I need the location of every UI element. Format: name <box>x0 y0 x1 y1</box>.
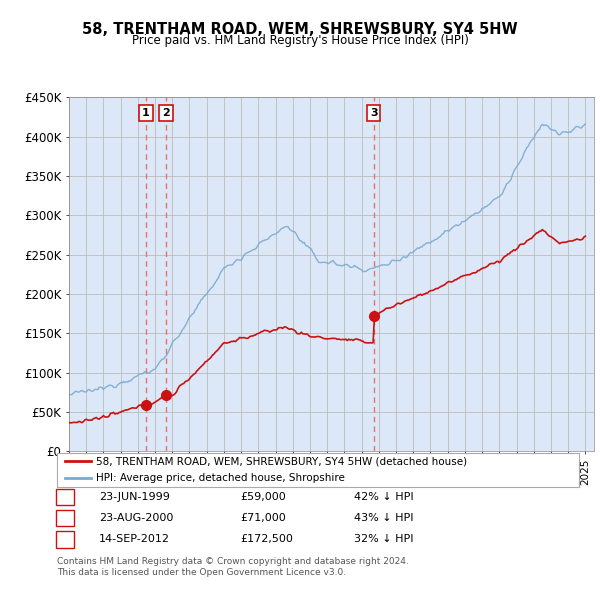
Text: £71,000: £71,000 <box>240 513 286 523</box>
Text: Price paid vs. HM Land Registry's House Price Index (HPI): Price paid vs. HM Land Registry's House … <box>131 34 469 47</box>
Text: 3: 3 <box>370 108 377 118</box>
Text: HPI: Average price, detached house, Shropshire: HPI: Average price, detached house, Shro… <box>96 473 345 483</box>
Text: 43% ↓ HPI: 43% ↓ HPI <box>354 513 413 523</box>
Text: £172,500: £172,500 <box>240 535 293 544</box>
Text: 23-AUG-2000: 23-AUG-2000 <box>99 513 173 523</box>
Text: £59,000: £59,000 <box>240 492 286 502</box>
Text: 58, TRENTHAM ROAD, WEM, SHREWSBURY, SY4 5HW: 58, TRENTHAM ROAD, WEM, SHREWSBURY, SY4 … <box>82 22 518 37</box>
Text: 14-SEP-2012: 14-SEP-2012 <box>99 535 170 544</box>
Text: 1: 1 <box>142 108 150 118</box>
Text: 2: 2 <box>62 513 69 523</box>
Text: Contains HM Land Registry data © Crown copyright and database right 2024.: Contains HM Land Registry data © Crown c… <box>57 557 409 566</box>
Text: 2: 2 <box>162 108 170 118</box>
Text: This data is licensed under the Open Government Licence v3.0.: This data is licensed under the Open Gov… <box>57 568 346 577</box>
Text: 32% ↓ HPI: 32% ↓ HPI <box>354 535 413 544</box>
Text: 58, TRENTHAM ROAD, WEM, SHREWSBURY, SY4 5HW (detached house): 58, TRENTHAM ROAD, WEM, SHREWSBURY, SY4 … <box>96 456 467 466</box>
Text: 1: 1 <box>62 492 69 502</box>
Text: 42% ↓ HPI: 42% ↓ HPI <box>354 492 413 502</box>
Text: 3: 3 <box>62 535 69 544</box>
Text: 23-JUN-1999: 23-JUN-1999 <box>99 492 170 502</box>
